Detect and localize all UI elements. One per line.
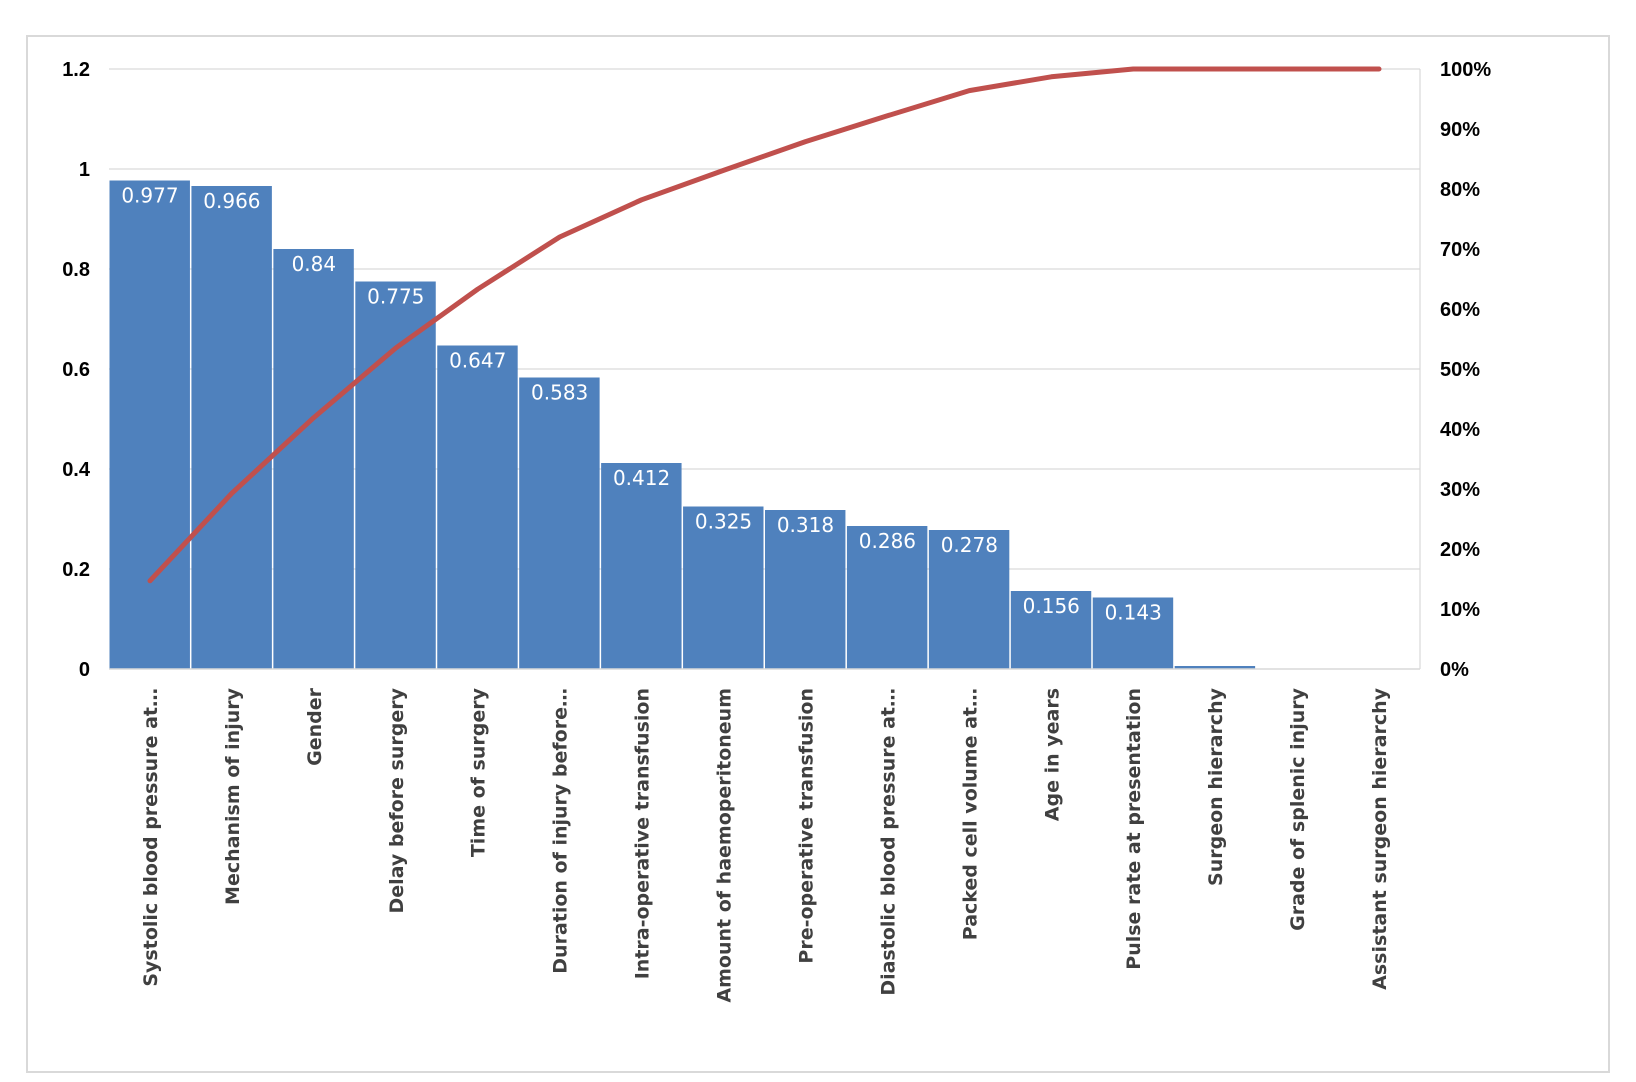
category-label-7: Intra-operative transfusion — [632, 688, 654, 979]
category-label-2: Mechanism of injury — [222, 687, 244, 905]
category-label-16: Assistant surgeon hierarchy — [1369, 687, 1391, 989]
bar-4 — [355, 281, 436, 669]
left-tick-label-3: 0.6 — [62, 359, 90, 381]
bar-6 — [519, 377, 600, 669]
left-tick-label-1: 0.2 — [62, 559, 90, 581]
bar-3 — [273, 249, 354, 669]
right-tick-label-1: 10% — [1440, 599, 1480, 621]
left-tick-label-0: 0 — [79, 659, 90, 681]
cumulative-line-series — [147, 66, 1382, 584]
right-tick-label-7: 70% — [1440, 239, 1480, 261]
right-tick-label-10: 100% — [1440, 59, 1491, 81]
bar-data-label-6: 0.583 — [531, 381, 588, 405]
bar-11 — [928, 530, 1010, 669]
bar-13 — [1092, 597, 1174, 669]
bar-series — [109, 180, 1256, 669]
bar-14 — [1174, 666, 1256, 669]
right-axis-ticks: 0% 10% 20% 30% 40% 50% 60% 70% 80% 90% 100% — [1440, 59, 1491, 681]
category-label-9: Pre-operative transfusion — [796, 688, 818, 964]
right-tick-label-9: 90% — [1440, 119, 1480, 141]
right-tick-label-0: 0% — [1440, 659, 1469, 681]
category-label-10: Diastolic blood pressure at… — [877, 688, 899, 996]
left-tick-label-4: 0.8 — [62, 259, 90, 281]
category-label-15: Grade of splenic injury — [1287, 687, 1309, 930]
bar-8 — [683, 506, 764, 669]
category-label-12: Age in years — [1041, 688, 1063, 821]
bar-data-label-7: 0.412 — [613, 466, 670, 490]
left-tick-label-2: 0.4 — [62, 459, 91, 481]
category-label-11: Packed cell volume at… — [959, 688, 981, 940]
bar-data-label-11: 0.278 — [941, 533, 998, 557]
bar-data-labels: 0.977 0.966 0.84 0.775 0.647 0.583 0.412 0.325 0… — [121, 184, 1162, 625]
bar-data-label-9: 0.318 — [777, 513, 834, 537]
category-label-14: Surgeon hierarchy — [1205, 687, 1227, 886]
right-tick-label-5: 50% — [1440, 359, 1480, 381]
bar-1 — [109, 180, 190, 669]
bar-7 — [601, 463, 682, 669]
right-tick-label-8: 80% — [1440, 179, 1480, 201]
left-axis-ticks: 0 0.2 0.4 0.6 0.8 1 1.2 — [62, 59, 91, 681]
category-label-6: Duration of injury before… — [550, 688, 572, 974]
bar-data-label-8: 0.325 — [695, 510, 752, 534]
bar-data-label-2: 0.966 — [203, 189, 260, 213]
left-tick-label-5: 1 — [79, 159, 90, 181]
right-tick-label-4: 40% — [1440, 419, 1480, 441]
bar-data-label-4: 0.775 — [367, 285, 424, 309]
bar-10 — [846, 526, 928, 669]
bar-5 — [437, 345, 518, 669]
category-axis-labels: Systolic blood pressure at… Mechanism of … — [140, 687, 1391, 1002]
category-label-3: Gender — [304, 687, 326, 765]
category-label-13: Pulse rate at presentation — [1123, 688, 1145, 970]
category-label-8: Amount of haemoperitoneum — [714, 688, 736, 1003]
bar-data-label-13: 0.143 — [1105, 601, 1162, 625]
left-tick-label-6: 1.2 — [62, 59, 90, 81]
bar-data-label-3: 0.84 — [292, 252, 337, 276]
bar-12 — [1010, 591, 1092, 669]
bar-data-label-12: 0.156 — [1023, 594, 1080, 618]
right-tick-label-6: 60% — [1440, 299, 1480, 321]
right-tick-label-3: 30% — [1440, 479, 1480, 501]
bar-data-label-10: 0.286 — [859, 529, 916, 553]
cumulative-line — [147, 66, 1382, 584]
bar-data-label-1: 0.977 — [121, 184, 178, 208]
bar-data-label-5: 0.647 — [449, 349, 506, 373]
right-tick-label-2: 20% — [1440, 539, 1480, 561]
category-label-4: Delay before surgery — [386, 687, 408, 913]
category-label-5: Time of surgery — [468, 687, 490, 857]
category-label-1: Systolic blood pressure at… — [140, 688, 162, 987]
bar-2 — [191, 186, 272, 669]
bar-9 — [765, 510, 846, 669]
